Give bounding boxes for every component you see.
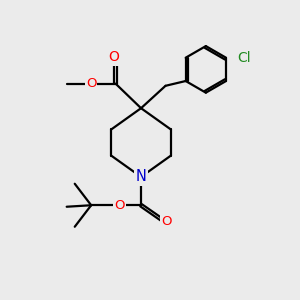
Text: Cl: Cl	[237, 51, 251, 65]
Text: N: N	[136, 169, 146, 184]
Text: O: O	[108, 50, 119, 64]
Text: O: O	[161, 215, 171, 228]
Text: O: O	[86, 77, 96, 90]
Text: O: O	[114, 199, 125, 212]
